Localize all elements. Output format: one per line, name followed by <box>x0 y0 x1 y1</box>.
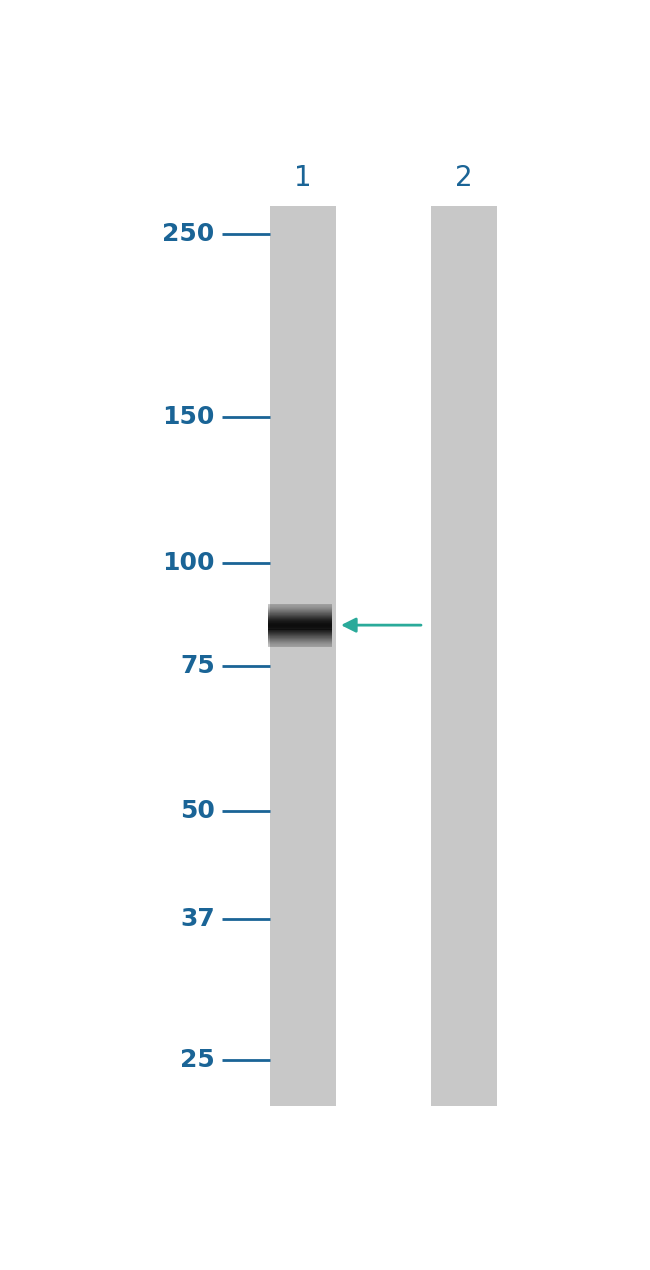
Text: 150: 150 <box>162 405 214 429</box>
Text: 25: 25 <box>180 1048 214 1072</box>
Text: 250: 250 <box>162 222 214 246</box>
Text: 50: 50 <box>180 799 214 823</box>
Bar <box>432 206 497 1106</box>
Text: 75: 75 <box>180 654 214 678</box>
Text: 2: 2 <box>455 164 473 192</box>
Text: 1: 1 <box>294 164 312 192</box>
Text: 37: 37 <box>180 907 214 931</box>
Bar <box>270 206 335 1106</box>
Text: 100: 100 <box>162 551 214 574</box>
